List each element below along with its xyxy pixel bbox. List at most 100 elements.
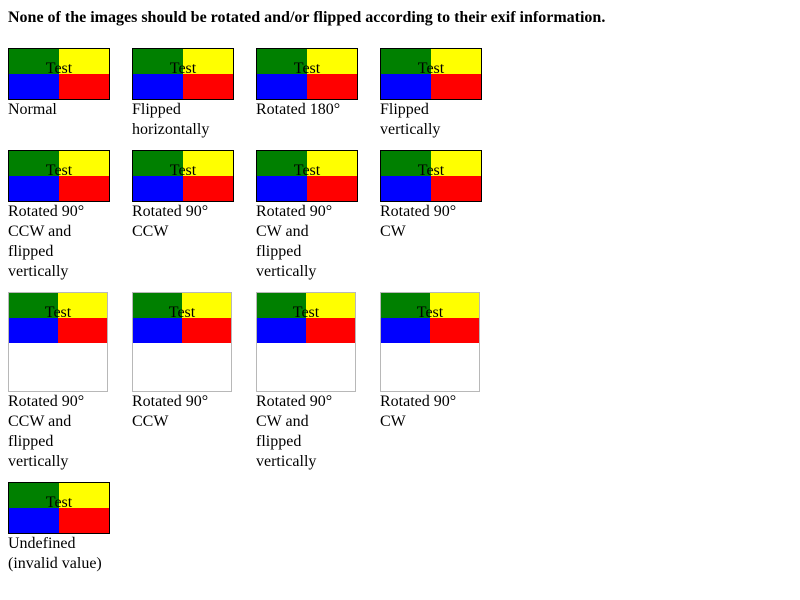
quadrant-bottom-right: [182, 318, 231, 343]
test-image: Test: [132, 150, 234, 202]
quadrant-top-right: [307, 151, 357, 176]
quadrant-top-right: [306, 293, 355, 318]
quadrant-top-left: [381, 293, 430, 318]
test-image: Test: [8, 292, 108, 392]
quadrant-top-left: [257, 49, 307, 74]
quadrant-bottom-left: [133, 176, 183, 201]
image-cell: Test Rotated 90° CW and flipped verticall…: [256, 292, 356, 472]
test-image: Test: [132, 48, 234, 100]
test-image: Test: [8, 48, 110, 100]
image-text: Test: [168, 304, 196, 321]
image-text: Test: [45, 162, 73, 179]
image-text: Test: [169, 162, 197, 179]
test-image: Test: [8, 150, 110, 202]
image-cell: Test Rotated 90° CW: [380, 292, 480, 432]
quadrant-bottom-left: [9, 318, 58, 343]
quadrant-top-left: [133, 49, 183, 74]
quadrant-bottom-left: [9, 74, 59, 99]
image-cell: Test Rotated 90° CW and flipped verticall…: [256, 150, 358, 282]
test-image: Test: [256, 150, 358, 202]
image-text: Test: [44, 304, 72, 321]
quadrant-top-left: [381, 151, 431, 176]
test-image: Test: [256, 48, 358, 100]
quadrant-top-right: [183, 151, 233, 176]
image-text: Test: [292, 304, 320, 321]
quadrant-bottom-left: [257, 74, 307, 99]
image-caption: Rotated 90° CCW: [132, 203, 209, 240]
quadrant-top-right: [430, 293, 479, 318]
image-cell: Test Undefined (invalid value): [8, 482, 110, 574]
image-cell: Test Rotated 90° CCW: [132, 292, 232, 432]
quadrant-bottom-left: [257, 318, 306, 343]
test-image: Test: [380, 48, 482, 100]
test-image: Test: [8, 482, 110, 534]
quadrant-bottom-left: [381, 176, 431, 201]
image-text: Test: [416, 304, 444, 321]
quadrant-top-right: [59, 151, 109, 176]
image-caption: Undefined (invalid value): [8, 535, 102, 572]
quadrant-top-right: [307, 49, 357, 74]
image-caption: Rotated 90° CCW and flipped vertically: [8, 393, 85, 470]
image-cell: Test Normal: [8, 48, 110, 120]
quadrant-bottom-left: [133, 74, 183, 99]
quadrant-top-right: [431, 49, 481, 74]
quadrant-top-left: [133, 293, 182, 318]
quadrant-bottom-right: [307, 74, 357, 99]
quadrant-bottom-left: [381, 74, 431, 99]
image-caption: Rotated 90° CW and flipped vertically: [256, 203, 333, 280]
quadrant-top-right: [183, 49, 233, 74]
image-text: Test: [417, 60, 445, 77]
quadrant-top-right: [182, 293, 231, 318]
test-image: Test: [132, 292, 232, 392]
quadrant-bottom-right: [58, 318, 107, 343]
test-image: Test: [380, 292, 480, 392]
image-caption: Rotated 90° CCW: [132, 393, 209, 430]
quadrant-top-right: [58, 293, 107, 318]
image-cell: Test Rotated 180°: [256, 48, 358, 120]
page-heading: None of the images should be rotated and…: [8, 9, 606, 26]
quadrant-bottom-right: [306, 318, 355, 343]
quadrant-top-left: [9, 151, 59, 176]
image-text: Test: [293, 162, 321, 179]
test-image: Test: [380, 150, 482, 202]
test-image: Test: [256, 292, 356, 392]
image-cell: Test Flipped vertically: [380, 48, 482, 140]
quadrant-top-left: [257, 151, 307, 176]
image-caption: Flipped horizontally: [132, 101, 210, 138]
quadrant-top-right: [431, 151, 481, 176]
quadrant-bottom-left: [257, 176, 307, 201]
quadrant-bottom-right: [59, 176, 109, 201]
quadrant-top-left: [9, 483, 59, 508]
image-cell: Test Flipped horizontally: [132, 48, 234, 140]
quadrant-bottom-right: [183, 74, 233, 99]
quadrant-bottom-right: [431, 74, 481, 99]
quadrant-bottom-right: [431, 176, 481, 201]
quadrant-bottom-right: [307, 176, 357, 201]
quadrant-top-right: [59, 49, 109, 74]
quadrant-top-left: [9, 49, 59, 74]
quadrant-bottom-left: [9, 508, 59, 533]
quadrant-bottom-left: [9, 176, 59, 201]
image-caption: Rotated 90° CW and flipped vertically: [256, 393, 333, 470]
quadrant-bottom-right: [59, 508, 109, 533]
image-text: Test: [169, 60, 197, 77]
image-text: Test: [45, 494, 73, 511]
image-cell: Test Rotated 90° CW: [380, 150, 482, 242]
image-cell: Test Rotated 90° CCW: [132, 150, 234, 242]
quadrant-top-right: [59, 483, 109, 508]
image-caption: Normal: [8, 101, 57, 118]
quadrant-bottom-right: [183, 176, 233, 201]
quadrant-bottom-right: [430, 318, 479, 343]
image-caption: Rotated 90° CCW and flipped vertically: [8, 203, 85, 280]
quadrant-top-left: [381, 49, 431, 74]
quadrant-bottom-left: [381, 318, 430, 343]
quadrant-top-left: [9, 293, 58, 318]
image-cell: Test Rotated 90° CCW and flipped vertical…: [8, 150, 110, 282]
image-text: Test: [417, 162, 445, 179]
quadrant-top-left: [257, 293, 306, 318]
quadrant-top-left: [133, 151, 183, 176]
image-cell: Test Rotated 90° CCW and flipped vertical…: [8, 292, 108, 472]
image-text: Test: [45, 60, 73, 77]
quadrant-bottom-left: [133, 318, 182, 343]
image-caption: Rotated 90° CW: [380, 393, 457, 430]
